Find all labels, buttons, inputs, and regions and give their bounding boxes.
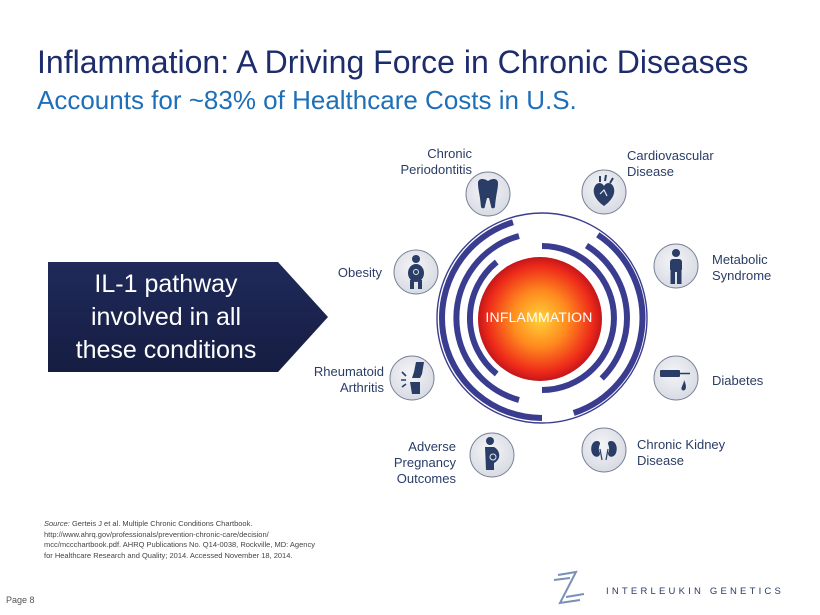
- page-number: Page 8: [6, 595, 35, 605]
- source-line: for Healthcare Research and Quality; 201…: [44, 550, 293, 560]
- source-line: mcc/mccchartbook.pdf. AHRQ Publications …: [44, 540, 315, 549]
- knee-joint-icon: [389, 355, 435, 401]
- arc-outer-right: [572, 232, 646, 416]
- label-line: Chronic Kidney: [637, 437, 726, 452]
- heart-icon: [581, 169, 627, 215]
- label-line: Metabolic: [712, 252, 768, 267]
- tooth-icon: [465, 171, 511, 217]
- source-line: http://www.ahrq.gov/professionals/preven…: [44, 529, 269, 539]
- source-citation: Source: Gerteis J et al. Multiple Chroni…: [44, 519, 394, 561]
- label-cardiovascular-disease: Cardiovascular Disease: [627, 148, 714, 180]
- label-line: Chronic: [427, 146, 472, 161]
- label-line: Disease: [627, 164, 674, 179]
- inflammation-sphere: [478, 257, 602, 381]
- source-prefix: Source:: [44, 519, 70, 528]
- callout-line: IL-1 pathway: [94, 270, 238, 298]
- kidneys-icon: [581, 427, 627, 473]
- label-line: Outcomes: [396, 471, 456, 486]
- label-adverse-pregnancy-outcomes: Adverse Pregnancy Outcomes: [394, 439, 456, 487]
- label-chronic-periodontitis: Chronic Periodontitis: [400, 146, 472, 178]
- label-line: Periodontitis: [400, 162, 472, 177]
- label-line: Disease: [637, 453, 684, 468]
- pregnant-woman-icon: [469, 432, 515, 478]
- label-line: Rheumatoid: [313, 364, 384, 379]
- arc-outer-left: [439, 219, 543, 421]
- insulin-injection-icon: [653, 355, 699, 401]
- slide-subtitle: Accounts for ~83% of Healthcare Costs in…: [37, 85, 577, 115]
- label-diabetes: Diabetes: [712, 373, 763, 389]
- label-rheumatoid-arthritis: Rheumatoid Arthritis: [314, 364, 384, 396]
- label-chronic-kidney-disease: Chronic Kidney Disease: [637, 437, 725, 469]
- label-line: Adverse: [408, 439, 456, 454]
- label-line: Diabetes: [712, 373, 764, 388]
- label-obesity: Obesity: [338, 265, 382, 281]
- callout-line: involved in all: [90, 303, 242, 331]
- slide-title: Inflammation: A Driving Force in Chronic…: [37, 44, 749, 80]
- person-icon: [653, 243, 699, 289]
- arc-inner-left: [467, 259, 499, 377]
- label-line: Pregnancy: [393, 455, 456, 470]
- arc-middle-left: [453, 233, 520, 403]
- brand-name: INTERLEUKIN GENETICS: [606, 586, 785, 597]
- callout-arrow-box: [48, 262, 328, 372]
- source-line: Source: Gerteis J et al. Multiple Chroni…: [44, 519, 394, 530]
- obese-person-icon: [393, 249, 439, 295]
- arc-inner-right: [541, 243, 617, 393]
- callout-text: IL-1 pathway involved in all these condi…: [48, 268, 284, 367]
- callout-line: these conditions: [75, 336, 257, 364]
- label-line: Syndrome: [712, 268, 772, 283]
- arc-rings: [439, 219, 646, 421]
- source-text: Gerteis J et al. Multiple Chronic Condit…: [69, 519, 253, 528]
- outer-ring: [436, 212, 648, 424]
- label-line: Cardiovascular: [627, 148, 714, 163]
- inflammation-label: INFLAMMATION: [485, 309, 593, 325]
- arc-middle-right: [584, 243, 630, 381]
- label-line: Obesity: [337, 265, 382, 280]
- label-metabolic-syndrome: Metabolic Syndrome: [712, 252, 771, 284]
- brand-logo-icon: [553, 570, 585, 605]
- label-line: Arthritis: [339, 380, 384, 395]
